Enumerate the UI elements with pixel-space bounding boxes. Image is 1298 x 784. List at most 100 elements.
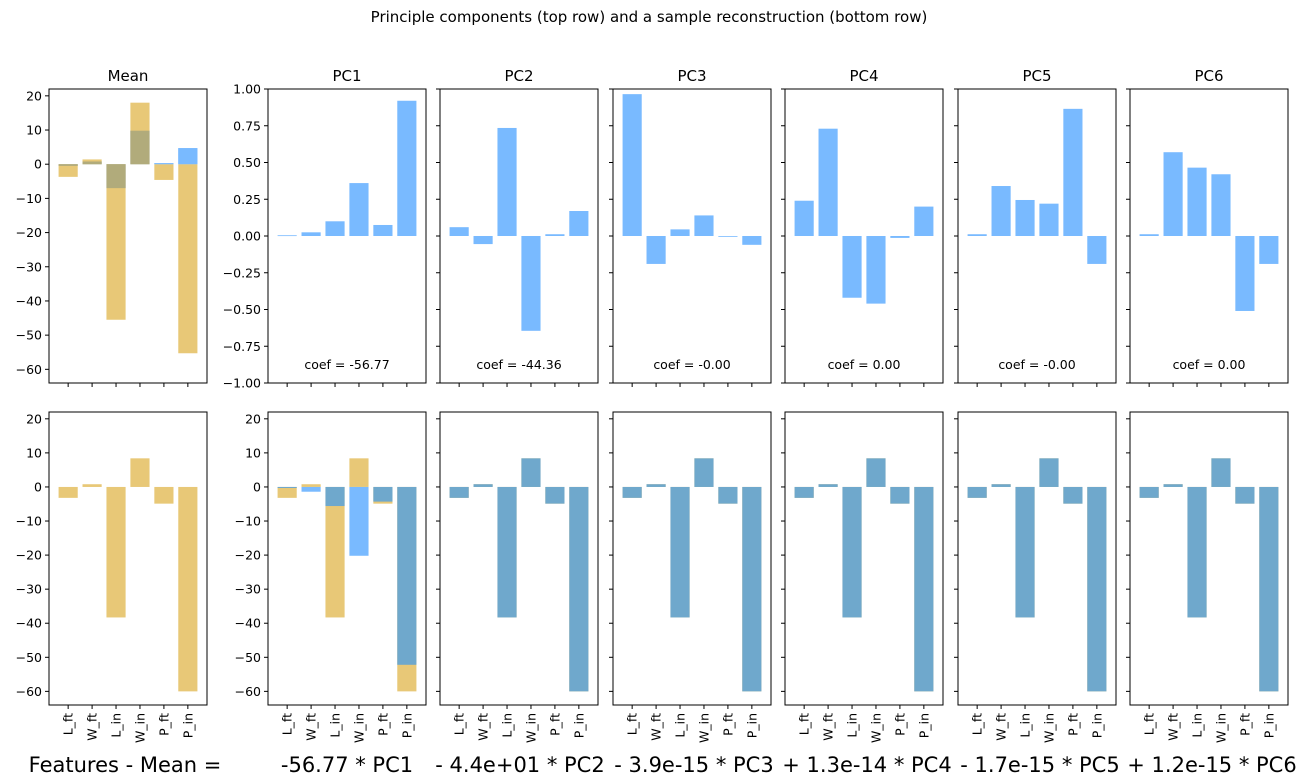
reconstruction-4: L_ft W_ft L_in W_in P_ft P_in + 1.3e-14 * PC4: [781, 411, 952, 777]
reconstruction-target: 20 10 0 −10 −20 −30 −40 −50 −60 L_ft W_ft L_in W_in P…: [16, 411, 222, 777]
x-tick-label-W_ft: W_ft: [304, 713, 319, 741]
y-tick-label: 10: [245, 445, 261, 460]
recon-bar-P_ft: [545, 486, 565, 504]
x-tick-label-W_in: W_in: [696, 713, 711, 743]
target-bar-L_ft: [277, 486, 297, 498]
x-tick-label-W_in: W_in: [1213, 713, 1228, 743]
component-bar-L_ft: [967, 234, 987, 236]
x-tick-label-P_in: P_in: [1089, 713, 1104, 738]
equation-term: - 4.4e+01 * PC2: [435, 753, 604, 777]
component-bar-W_ft: [1163, 152, 1183, 236]
target-bar-L_ft: [58, 486, 78, 498]
component-bar-P_ft: [890, 236, 910, 238]
x-tick-label-L_ft: L_ft: [797, 713, 812, 735]
x-tick-label-L_ft: L_ft: [61, 713, 76, 735]
subplot-title: PC3: [677, 67, 706, 85]
x-tick-label-L_ft: L_ft: [280, 713, 295, 735]
x-tick-label-L_in: L_in: [109, 713, 124, 738]
x-tick-label-W_ft: W_ft: [649, 713, 664, 741]
component-bar-W_in: [1039, 203, 1059, 236]
target-bar-W_in: [130, 458, 150, 487]
target-bar-W_ft: [82, 484, 102, 487]
recon-bar-W_in: [521, 458, 541, 487]
y-tick-label: −0.50: [223, 302, 261, 317]
recon-bar-L_in: [1187, 486, 1207, 618]
axes-frame: [267, 411, 427, 706]
x-tick-label-W_in: W_in: [132, 713, 147, 743]
recon-bar-W_in: [1211, 458, 1231, 487]
recon-bar-L_ft: [794, 486, 814, 498]
axes-frame: [957, 411, 1117, 706]
coef-label: coef = -44.36: [476, 357, 561, 372]
component-bar-W_ft: [473, 236, 493, 245]
x-tick-label-L_in: L_in: [500, 713, 515, 738]
equation-term: + 1.2e-15 * PC6: [1127, 753, 1296, 777]
recon-bar-P_in: [397, 486, 417, 665]
x-tick-label-W_ft: W_ft: [1166, 713, 1181, 741]
recon-bar-L_ft: [967, 486, 987, 498]
x-tick-label-P_in: P_in: [744, 713, 759, 738]
y-tick-label: −40: [235, 616, 261, 631]
y-tick-label: −20: [16, 225, 42, 240]
component-bar-P_in: [914, 206, 934, 236]
y-tick-label: 10: [26, 445, 42, 460]
x-tick-label-L_in: L_in: [845, 713, 860, 738]
recon-bar-P_in: [1087, 486, 1107, 692]
y-tick-label: 0: [34, 157, 42, 172]
x-tick-label-P_ft: P_ft: [1065, 713, 1080, 736]
component-bar-P_ft: [545, 234, 565, 236]
component-bar-L_ft: [1139, 234, 1159, 236]
x-tick-label-W_ft: W_ft: [821, 713, 836, 741]
equation-term: - 1.7e-15 * PC5: [960, 753, 1119, 777]
component-bar-P_ft: [373, 224, 393, 236]
y-tick-label: −20: [16, 548, 42, 563]
axes-frame: [48, 411, 208, 706]
subplot-pc4: PC4 coef = 0.00: [781, 67, 944, 387]
component-bar-W_ft: [818, 128, 838, 236]
y-tick-label: −50: [235, 650, 261, 665]
recon-bar-W_ft: [473, 484, 493, 487]
y-tick-label: −60: [16, 362, 42, 377]
recon-bar-P_in: [1259, 486, 1279, 692]
subplot-pc6: PC6 coef = 0.00: [1126, 67, 1289, 387]
x-tick-label-L_ft: L_ft: [452, 713, 467, 735]
coef-label: coef = -0.00: [998, 357, 1075, 372]
y-tick-label: 10: [26, 123, 42, 138]
recon-bar-L_in: [1015, 486, 1035, 618]
overlap-bar-W_in: [130, 130, 150, 165]
y-tick-label: 0.25: [233, 192, 261, 207]
x-tick-label-P_in: P_in: [916, 713, 931, 738]
component-bar-W_in: [521, 236, 541, 331]
component-bar-W_ft: [646, 236, 666, 264]
component-bar-P_in: [742, 236, 762, 245]
overlap-bar-L_in: [106, 164, 126, 189]
x-tick-label-P_ft: P_ft: [375, 713, 390, 736]
x-tick-label-W_ft: W_ft: [994, 713, 1009, 741]
recon-bar-P_ft: [1235, 486, 1255, 504]
feature-bar-L_ft: [58, 164, 78, 177]
recon-bar-L_ft: [622, 486, 642, 498]
y-tick-label: −0.25: [223, 265, 261, 280]
recon-bar-W_in: [694, 458, 714, 487]
axes-frame: [48, 88, 208, 384]
equation-term: + 1.3e-14 * PC4: [782, 753, 951, 777]
x-tick-label-L_ft: L_ft: [625, 713, 640, 735]
subplot-title: Mean: [108, 67, 149, 85]
recon-bar-L_in: [670, 486, 690, 618]
x-tick-label-P_ft: P_ft: [156, 713, 171, 736]
component-bar-L_ft: [449, 227, 469, 236]
x-tick-label-W_in: W_in: [351, 713, 366, 743]
coef-label: coef = -56.77: [304, 357, 389, 372]
equation-term: -56.77 * PC1: [281, 753, 413, 777]
coef-label: coef = 0.00: [1173, 357, 1246, 372]
component-bar-W_ft: [991, 186, 1011, 236]
recon-bar-P_ft: [1063, 486, 1083, 504]
y-tick-label: −30: [235, 582, 261, 597]
mean-bar-P_ft: [154, 163, 174, 165]
recon-bar-L_ft: [449, 486, 469, 498]
component-bar-L_in: [1187, 167, 1207, 236]
recon-bar-L_ft: [1139, 486, 1159, 498]
recon-bar-L_in: [842, 486, 862, 618]
feature-bar-L_in: [106, 164, 126, 320]
subplot-title: PC4: [849, 67, 878, 85]
